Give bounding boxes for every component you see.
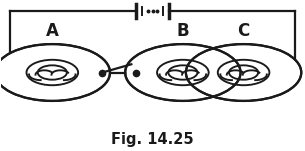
Text: Fig. 14.25: Fig. 14.25 [111,132,194,147]
Text: B: B [177,22,189,40]
Circle shape [0,45,109,100]
Text: A: A [46,22,59,40]
Circle shape [126,45,239,100]
Circle shape [187,45,300,100]
Text: C: C [238,22,250,40]
